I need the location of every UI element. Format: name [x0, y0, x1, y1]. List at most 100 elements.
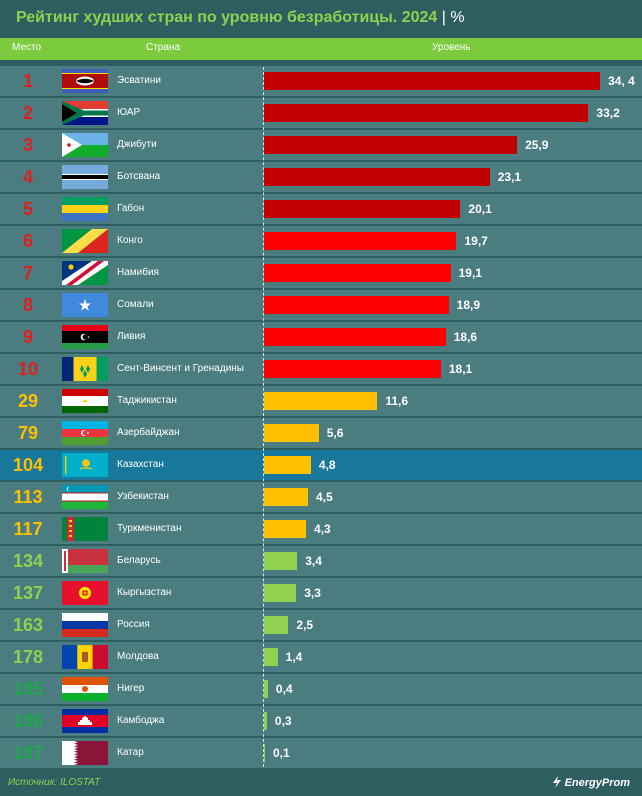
flag-russia-icon	[62, 613, 108, 637]
title-separator: |	[441, 9, 446, 26]
flag-qatar-icon	[62, 741, 108, 765]
flag-azerbaijan-icon	[62, 421, 108, 445]
value-label: 18,1	[448, 362, 473, 376]
value-label: 3,3	[304, 586, 321, 600]
flag-somalia-icon	[62, 293, 108, 317]
value-label: 25,9	[525, 138, 549, 152]
column-header-level: Уровень	[432, 42, 471, 53]
country-label: Катар	[117, 747, 144, 758]
value-bar	[264, 328, 446, 346]
chart-row: 29 Таджикистан 11,6	[0, 386, 642, 416]
title-unit: %	[450, 9, 465, 26]
value-bar	[264, 616, 289, 634]
value-bar	[264, 456, 311, 474]
flag-eswatini-icon	[62, 69, 108, 93]
value-label: 34, 4	[608, 74, 635, 88]
value-bar	[264, 104, 589, 122]
flag-gabon-icon	[62, 197, 108, 221]
flag-tajikistan-icon	[62, 389, 108, 413]
rank-label: 3	[22, 135, 33, 155]
value-label: 2,5	[296, 618, 314, 632]
value-bar	[264, 392, 378, 410]
flag-uzbekistan-icon	[62, 485, 108, 509]
chart-row: 4 Ботсвана 23,1	[0, 162, 642, 192]
rank-label: 7	[22, 263, 33, 283]
country-label: Россия	[117, 619, 150, 630]
energyprom-logo-icon	[552, 776, 561, 788]
country-label: Нигер	[117, 683, 145, 694]
rank-label: 104	[12, 455, 44, 475]
value-bar	[264, 584, 297, 602]
flag-botswana-icon	[62, 165, 108, 189]
rank-label: 29	[17, 391, 39, 411]
flag-namibia-icon	[62, 261, 108, 285]
value-bar	[264, 360, 441, 378]
flag-niger-icon	[62, 677, 108, 701]
value-label: 18,9	[456, 298, 481, 312]
value-label: 5,6	[326, 426, 344, 440]
chart-row: 5 Габон 20,1	[0, 194, 642, 224]
flag-cambodia-icon	[62, 709, 108, 733]
chart-row: 117 Туркменистан 4,3	[0, 514, 642, 544]
value-label: 0,4	[275, 682, 293, 696]
value-label: 4,3	[314, 522, 331, 536]
chart-row: 10 Сент-Винсент и Гренадины 18,1	[0, 354, 642, 384]
country-label: Ливия	[117, 331, 146, 342]
country-label: Габон	[117, 203, 145, 214]
footer: Источник: ILOSTAT EnergyProm	[0, 770, 642, 796]
chart-row: 186 Камбоджа 0,3	[0, 706, 642, 736]
chart-row: 3 Джибути 25,9	[0, 130, 642, 160]
value-label: 1,4	[285, 650, 303, 664]
country-label: Камбоджа	[117, 715, 165, 726]
rank-label: 2	[22, 103, 33, 123]
chart-row: 8 Сомали 18,9	[0, 290, 642, 320]
rank-label: 79	[17, 423, 39, 443]
flag-moldova-icon	[62, 645, 108, 669]
country-label: Туркменистан	[117, 523, 182, 534]
country-label: Намибия	[117, 267, 159, 278]
country-label: Молдова	[117, 651, 159, 662]
chart-row: 6 Конго 19,7	[0, 226, 642, 256]
rank-label: 134	[12, 551, 44, 571]
value-label: 0,1	[273, 746, 290, 760]
rank-label: 10	[17, 359, 39, 379]
flag-congo-icon	[62, 229, 108, 253]
country-label: Беларусь	[117, 555, 161, 566]
rank-label: 8	[22, 295, 33, 315]
rank-label: 186	[12, 711, 44, 731]
column-header-rank: Место	[12, 42, 42, 53]
value-label: 3,4	[305, 554, 322, 568]
country-label: Джибути	[117, 139, 157, 150]
flag-south-africa-icon	[62, 101, 108, 125]
value-bar	[264, 264, 451, 282]
country-label: Узбекистан	[117, 491, 169, 502]
rank-label: 185	[12, 679, 44, 699]
logo-text: EnergyProm	[564, 777, 630, 789]
flag-libya-icon	[62, 325, 108, 349]
chart-row: 1 Эсватини 34, 4	[0, 66, 642, 96]
chart-row: 113 Узбекистан 4,5	[0, 482, 642, 512]
country-label: Конго	[117, 235, 143, 246]
value-label: 18,6	[453, 330, 478, 344]
value-bar	[264, 552, 298, 570]
title-text: Рейтинг худших стран по уровню безработи…	[16, 9, 438, 26]
value-bar	[264, 648, 278, 666]
value-label: 0,3	[274, 714, 292, 728]
chart-row: 7 Намибия 19,1	[0, 258, 642, 288]
value-label: 11,6	[385, 394, 409, 408]
source-text: Источник: ILOSTAT	[8, 777, 101, 788]
country-label: Кыргызстан	[117, 587, 172, 598]
column-header-country: Страна	[146, 42, 181, 53]
value-bar	[264, 168, 490, 186]
chart-row: 185 Нигер 0,4	[0, 674, 642, 704]
chart-row: 104 Казахстан 4,8	[0, 450, 642, 480]
value-label: 19,7	[464, 234, 488, 248]
chart-row: 187 Катар 0,1	[0, 738, 642, 768]
flag-kyrgyzstan-icon	[62, 581, 108, 605]
chart-row: 137 Кыргызстан 3,3	[0, 578, 642, 608]
chart-axis-line	[263, 67, 264, 767]
rank-label: 117	[13, 519, 43, 539]
country-label: Эсватини	[117, 75, 162, 86]
value-bar	[264, 72, 601, 90]
flag-kazakhstan-icon	[62, 453, 108, 477]
